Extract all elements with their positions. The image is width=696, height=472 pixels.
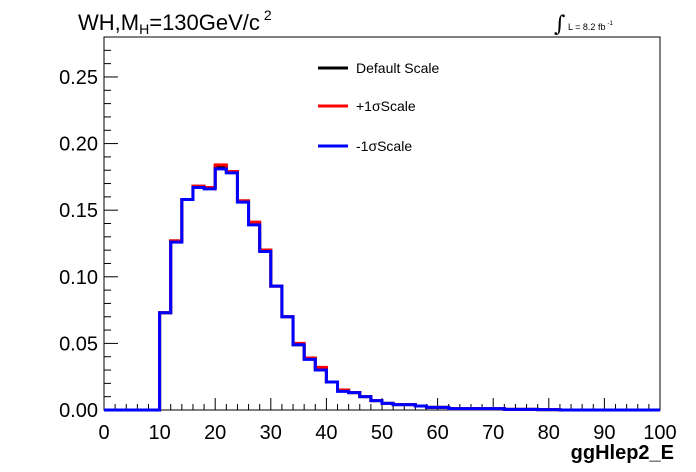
series-line-1 [104,164,660,412]
legend-label-3: -1σScale [356,138,412,154]
y-axis: 0.00 0.05 0.10 0.15 0.20 0.25 [59,36,118,422]
x-tick-label: 100 [643,422,676,444]
legend: Default Scale +1σScale -1σScale [318,60,439,154]
legend-label-2: +1σScale [356,98,416,114]
title-rest: =130GeV/c [149,10,260,35]
title-subscript: H [139,21,150,37]
x-tick-label: 60 [426,422,448,444]
legend-label-1: Default Scale [356,60,439,76]
y-tick-label: 0.15 [59,200,98,222]
y-tick-label: 0.25 [59,67,98,89]
y-tick-label: 0.05 [59,333,98,355]
x-tick-label: 70 [482,422,504,444]
y-tick-label: 0.00 [59,400,98,422]
title-superscript: 2 [263,7,272,23]
series-group [104,163,660,412]
y-tick-label: 0.20 [59,134,98,156]
plot-frame [103,36,661,411]
chart-title: WH,MH=130GeV/c 2 [78,7,272,37]
x-tick-label: 0 [98,422,109,444]
x-tick-label: 10 [148,422,170,444]
x-axis-title: ggHlep2_E [570,442,674,464]
integral-icon: ∫ [554,12,566,37]
x-tick-label: 20 [204,422,226,444]
series-line-3 [104,167,660,412]
x-tick-label: 30 [260,422,282,444]
series-line-2 [104,163,660,412]
luminosity-superscript: -1 [607,21,613,27]
y-tick-label: 0.10 [59,267,98,289]
title-main: WH,M [78,10,140,35]
x-tick-label: 80 [538,422,560,444]
luminosity-text: L = 8.2 fb [568,22,606,32]
luminosity-label: ∫ L = 8.2 fb -1 [554,12,613,37]
x-tick-label: 90 [593,422,615,444]
x-tick-label: 40 [315,422,337,444]
x-tick-label: 50 [371,422,393,444]
x-axis: 0 10 20 30 40 50 60 70 80 90 100 [98,398,677,444]
